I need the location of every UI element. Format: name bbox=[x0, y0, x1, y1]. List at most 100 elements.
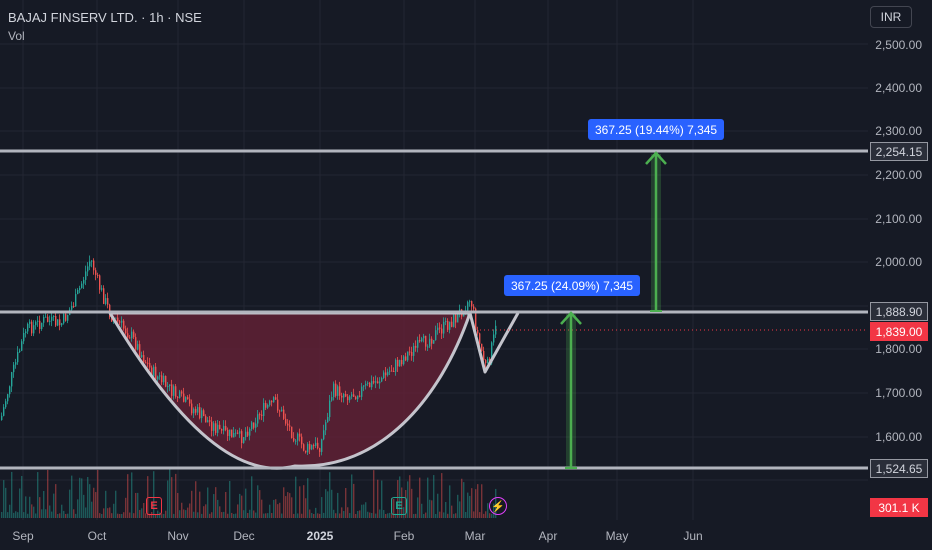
volume-bar bbox=[131, 472, 133, 518]
earnings-icon[interactable]: E bbox=[391, 497, 407, 515]
volume-bar bbox=[201, 513, 203, 518]
volume-bar bbox=[155, 513, 157, 518]
candle bbox=[331, 397, 333, 401]
candle bbox=[253, 422, 255, 428]
volume-bar bbox=[7, 512, 9, 518]
measure-label-upper[interactable]: 367.25 (19.44%) 7,345 bbox=[588, 119, 725, 140]
candle bbox=[249, 428, 251, 436]
volume-bar bbox=[295, 476, 297, 518]
volume-bar bbox=[253, 510, 255, 518]
candle bbox=[305, 450, 307, 453]
candle bbox=[157, 376, 159, 380]
lightning-icon[interactable]: ⚡ bbox=[489, 497, 507, 515]
candle bbox=[393, 371, 395, 373]
measure-arrow-upper bbox=[645, 151, 667, 312]
candle bbox=[411, 352, 413, 356]
candle bbox=[177, 396, 179, 398]
volume-bar bbox=[433, 475, 435, 518]
volume-bar bbox=[357, 510, 359, 518]
volume-bar bbox=[469, 495, 471, 518]
candle bbox=[51, 316, 53, 321]
volume-bar bbox=[115, 490, 117, 518]
volume-bar bbox=[203, 506, 205, 518]
currency-button[interactable]: INR bbox=[870, 6, 912, 28]
candle bbox=[443, 321, 445, 334]
candle bbox=[231, 429, 233, 438]
volume-bar bbox=[447, 513, 449, 518]
volume-bar bbox=[311, 512, 313, 518]
volume-bar bbox=[205, 504, 207, 518]
candle bbox=[211, 421, 213, 431]
candle bbox=[239, 431, 241, 434]
candle bbox=[53, 316, 55, 318]
candle bbox=[25, 331, 27, 334]
volume-indicator-label[interactable]: Vol bbox=[8, 29, 25, 43]
candle bbox=[141, 355, 143, 358]
volume-bar bbox=[229, 480, 231, 518]
candle bbox=[189, 399, 191, 404]
volume-bar bbox=[179, 510, 181, 518]
candle bbox=[329, 400, 331, 418]
earnings-icon[interactable]: E bbox=[146, 497, 162, 515]
candle bbox=[421, 338, 423, 342]
symbol-title[interactable]: BAJAJ FINSERV LTD. · 1h · NSE bbox=[8, 10, 202, 25]
volume-bar bbox=[291, 497, 293, 518]
volume-bar bbox=[283, 487, 285, 518]
neckline-price-tag: 1,888.90 bbox=[870, 302, 928, 321]
volume-bar bbox=[449, 485, 451, 518]
volume-bar bbox=[133, 513, 135, 518]
volume-bar bbox=[189, 503, 191, 518]
candle bbox=[417, 340, 419, 348]
candle bbox=[115, 317, 117, 319]
candle bbox=[205, 416, 207, 423]
volume-bar bbox=[25, 496, 27, 518]
volume-bar bbox=[369, 512, 371, 518]
volume-bar bbox=[477, 484, 479, 518]
volume-bar bbox=[319, 513, 321, 518]
volume-bar bbox=[329, 472, 331, 518]
candle bbox=[31, 321, 33, 334]
candle bbox=[473, 306, 475, 309]
volume-bar bbox=[401, 487, 403, 518]
volume-bar bbox=[463, 482, 465, 518]
volume-bar bbox=[97, 469, 99, 518]
volume-bar bbox=[475, 489, 477, 518]
candle bbox=[243, 437, 245, 444]
candle bbox=[333, 383, 335, 398]
volume-bar bbox=[249, 509, 251, 518]
volume-bar bbox=[59, 513, 61, 518]
candle bbox=[347, 396, 349, 401]
volume-bar bbox=[491, 513, 493, 518]
volume-bar bbox=[485, 511, 487, 518]
volume-bar bbox=[5, 487, 7, 518]
candle bbox=[343, 393, 345, 398]
candle bbox=[59, 319, 61, 326]
volume-bar bbox=[289, 493, 291, 518]
candle bbox=[381, 377, 383, 382]
measure-arrow-lower bbox=[560, 311, 582, 469]
candle bbox=[373, 381, 375, 383]
volume-bar bbox=[15, 511, 17, 518]
measure-label-lower[interactable]: 367.25 (24.09%) 7,345 bbox=[504, 275, 641, 296]
volume-bar bbox=[159, 512, 161, 518]
volume-bar bbox=[233, 513, 235, 518]
volume-bar bbox=[337, 492, 339, 518]
candle bbox=[135, 337, 137, 350]
volume-bar bbox=[481, 484, 483, 518]
chart-grid bbox=[0, 0, 868, 520]
candle bbox=[171, 384, 173, 396]
volume-bar bbox=[209, 513, 211, 518]
volume-bar bbox=[257, 485, 259, 518]
volume-bar bbox=[1, 511, 3, 518]
candle bbox=[223, 425, 225, 431]
volume-bar bbox=[381, 480, 383, 518]
candle bbox=[61, 323, 63, 326]
volume-bar bbox=[273, 499, 275, 518]
candle bbox=[127, 333, 129, 338]
volume-bar bbox=[93, 487, 95, 518]
volume-bar bbox=[297, 513, 299, 518]
volume-bar bbox=[487, 503, 489, 518]
candle bbox=[229, 429, 231, 436]
volume-bar bbox=[211, 512, 213, 518]
